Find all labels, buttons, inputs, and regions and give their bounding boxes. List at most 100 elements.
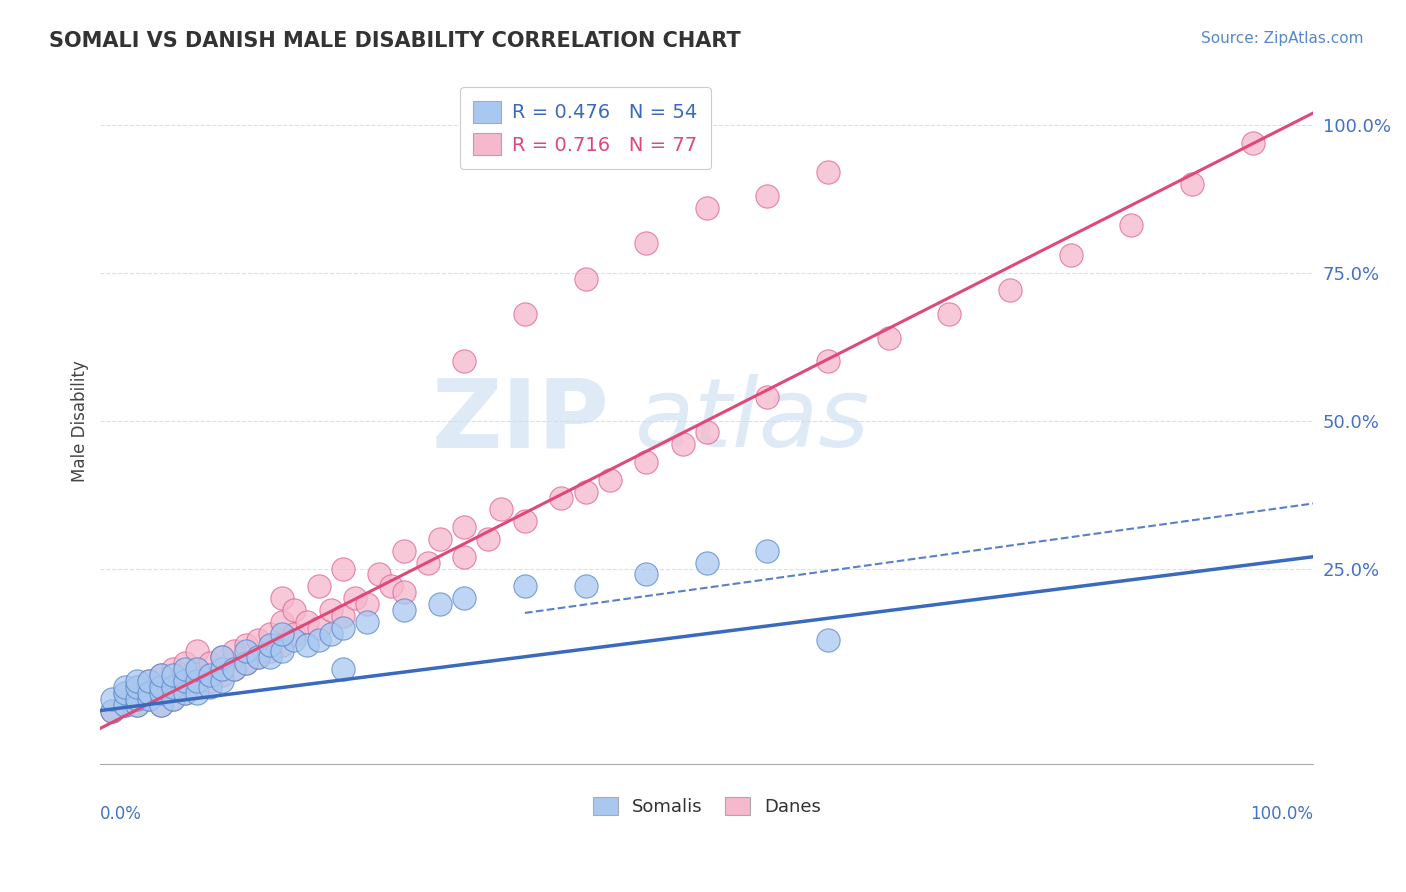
Point [392, 603, 415, 617]
Point [453, 591, 475, 606]
Point [319, 626, 342, 640]
Point [235, 657, 257, 671]
Point [162, 668, 184, 682]
Point [186, 644, 208, 658]
Point [636, 567, 658, 582]
Point [186, 662, 208, 676]
Point [174, 686, 197, 700]
Point [162, 680, 184, 694]
Point [186, 686, 208, 700]
Point [453, 354, 475, 368]
Point [429, 597, 451, 611]
Point [271, 591, 294, 606]
Point [453, 520, 475, 534]
Point [696, 556, 718, 570]
Point [489, 502, 512, 516]
Point [174, 657, 197, 671]
Point [198, 668, 221, 682]
Point [259, 650, 281, 665]
Legend: Somalis, Danes: Somalis, Danes [585, 789, 828, 823]
Point [138, 673, 160, 688]
Point [332, 561, 354, 575]
Point [319, 603, 342, 617]
Point [1241, 136, 1264, 150]
Point [125, 680, 148, 694]
Point [380, 579, 402, 593]
Point [696, 425, 718, 440]
Point [453, 549, 475, 564]
Point [671, 437, 693, 451]
Point [150, 686, 173, 700]
Point [247, 632, 270, 647]
Point [174, 668, 197, 682]
Point [574, 271, 596, 285]
Point [308, 579, 330, 593]
Point [295, 639, 318, 653]
Point [150, 668, 173, 682]
Point [247, 650, 270, 665]
Point [1181, 177, 1204, 191]
Point [356, 615, 378, 629]
Point [186, 680, 208, 694]
Point [211, 668, 233, 682]
Point [198, 657, 221, 671]
Point [174, 662, 197, 676]
Point [125, 673, 148, 688]
Point [283, 632, 305, 647]
Point [574, 484, 596, 499]
Point [1060, 248, 1083, 262]
Point [696, 201, 718, 215]
Point [368, 567, 391, 582]
Point [211, 650, 233, 665]
Point [114, 680, 136, 694]
Point [138, 673, 160, 688]
Point [162, 691, 184, 706]
Point [332, 662, 354, 676]
Point [125, 691, 148, 706]
Point [259, 644, 281, 658]
Point [817, 354, 839, 368]
Point [392, 543, 415, 558]
Point [877, 331, 900, 345]
Point [283, 603, 305, 617]
Point [550, 491, 572, 505]
Point [271, 626, 294, 640]
Point [174, 673, 197, 688]
Point [271, 639, 294, 653]
Point [138, 691, 160, 706]
Point [198, 673, 221, 688]
Point [125, 698, 148, 712]
Point [162, 673, 184, 688]
Point [235, 639, 257, 653]
Point [308, 621, 330, 635]
Point [186, 662, 208, 676]
Point [101, 704, 124, 718]
Point [756, 188, 779, 202]
Point [162, 691, 184, 706]
Text: atlas: atlas [634, 374, 869, 467]
Point [477, 532, 499, 546]
Point [332, 621, 354, 635]
Point [998, 284, 1021, 298]
Point [114, 698, 136, 712]
Point [247, 650, 270, 665]
Point [259, 626, 281, 640]
Point [513, 579, 536, 593]
Point [125, 680, 148, 694]
Point [211, 662, 233, 676]
Point [429, 532, 451, 546]
Text: ZIP: ZIP [432, 374, 610, 467]
Point [162, 662, 184, 676]
Point [308, 632, 330, 647]
Point [332, 608, 354, 623]
Text: Source: ZipAtlas.com: Source: ZipAtlas.com [1201, 31, 1364, 46]
Point [222, 662, 245, 676]
Point [271, 644, 294, 658]
Point [271, 615, 294, 629]
Point [817, 165, 839, 179]
Point [222, 662, 245, 676]
Point [392, 585, 415, 599]
Point [150, 668, 173, 682]
Point [344, 591, 367, 606]
Point [356, 597, 378, 611]
